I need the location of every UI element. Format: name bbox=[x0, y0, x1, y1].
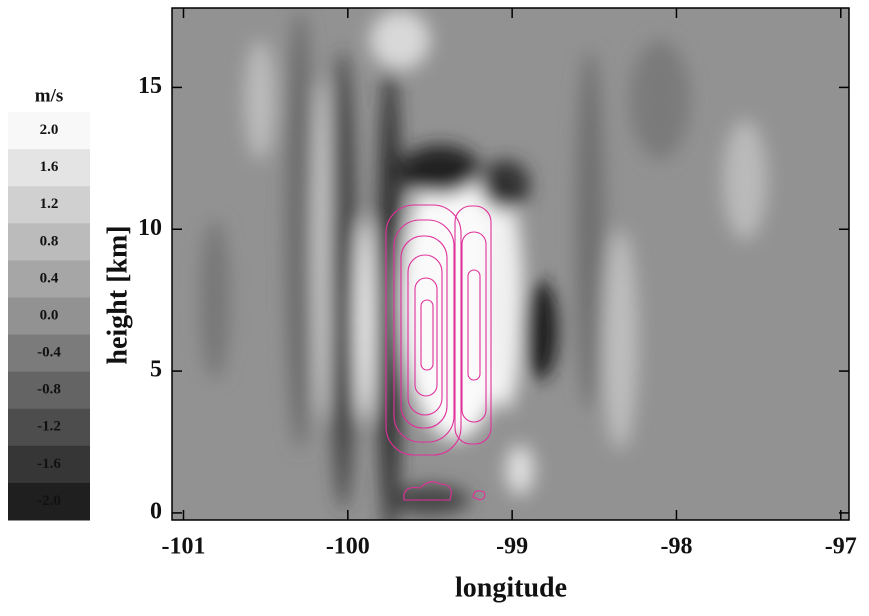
colorbar-label: 0.4 bbox=[40, 270, 59, 286]
colorbar-swatch bbox=[8, 334, 90, 373]
colorbar-swatch bbox=[8, 112, 90, 150]
colorbar-swatch bbox=[8, 371, 90, 410]
y-axis-label: height [km] bbox=[102, 225, 133, 364]
colorbar-swatch bbox=[8, 445, 90, 484]
colorbar-label: -2.0 bbox=[37, 493, 61, 509]
x-tick-label: -99 bbox=[496, 534, 528, 560]
colorbar-swatch bbox=[8, 297, 90, 336]
y-tick-label: 0 bbox=[150, 498, 162, 524]
colorbar-label: -0.4 bbox=[37, 345, 61, 361]
colorbar-swatch bbox=[8, 260, 90, 298]
colorbar-label: 2.0 bbox=[40, 122, 59, 138]
colorbar-swatch bbox=[8, 408, 90, 447]
y-tick-label: 10 bbox=[138, 215, 162, 241]
colorbar-label: -1.6 bbox=[37, 456, 61, 472]
colorbar-label: 0.0 bbox=[40, 307, 59, 323]
x-tick-label: -98 bbox=[660, 534, 692, 560]
colorbar-swatch bbox=[8, 149, 90, 187]
x-tick-label: -101 bbox=[162, 534, 206, 560]
colorbar-label: -0.8 bbox=[37, 382, 61, 398]
colorbar-swatch bbox=[8, 186, 90, 224]
x-tick-label: -100 bbox=[326, 534, 370, 560]
colorbar-swatch bbox=[8, 482, 90, 521]
x-tick-label: -97 bbox=[825, 534, 857, 560]
y-tick-label: 5 bbox=[150, 357, 162, 383]
y-tick-label: 15 bbox=[138, 73, 162, 99]
colorbar-title: m/s bbox=[35, 85, 64, 106]
colorbar-label: 1.6 bbox=[40, 159, 59, 175]
colorbar-label: -1.2 bbox=[37, 419, 61, 435]
plot-frame bbox=[171, 7, 850, 521]
colorbar-swatch bbox=[8, 223, 90, 261]
colorbar-label: 1.2 bbox=[40, 196, 59, 212]
contour-field bbox=[172, 8, 849, 520]
colorbar-label: 0.8 bbox=[40, 233, 59, 249]
x-axis-label: longitude bbox=[455, 572, 567, 603]
contour-lines bbox=[385, 204, 492, 501]
